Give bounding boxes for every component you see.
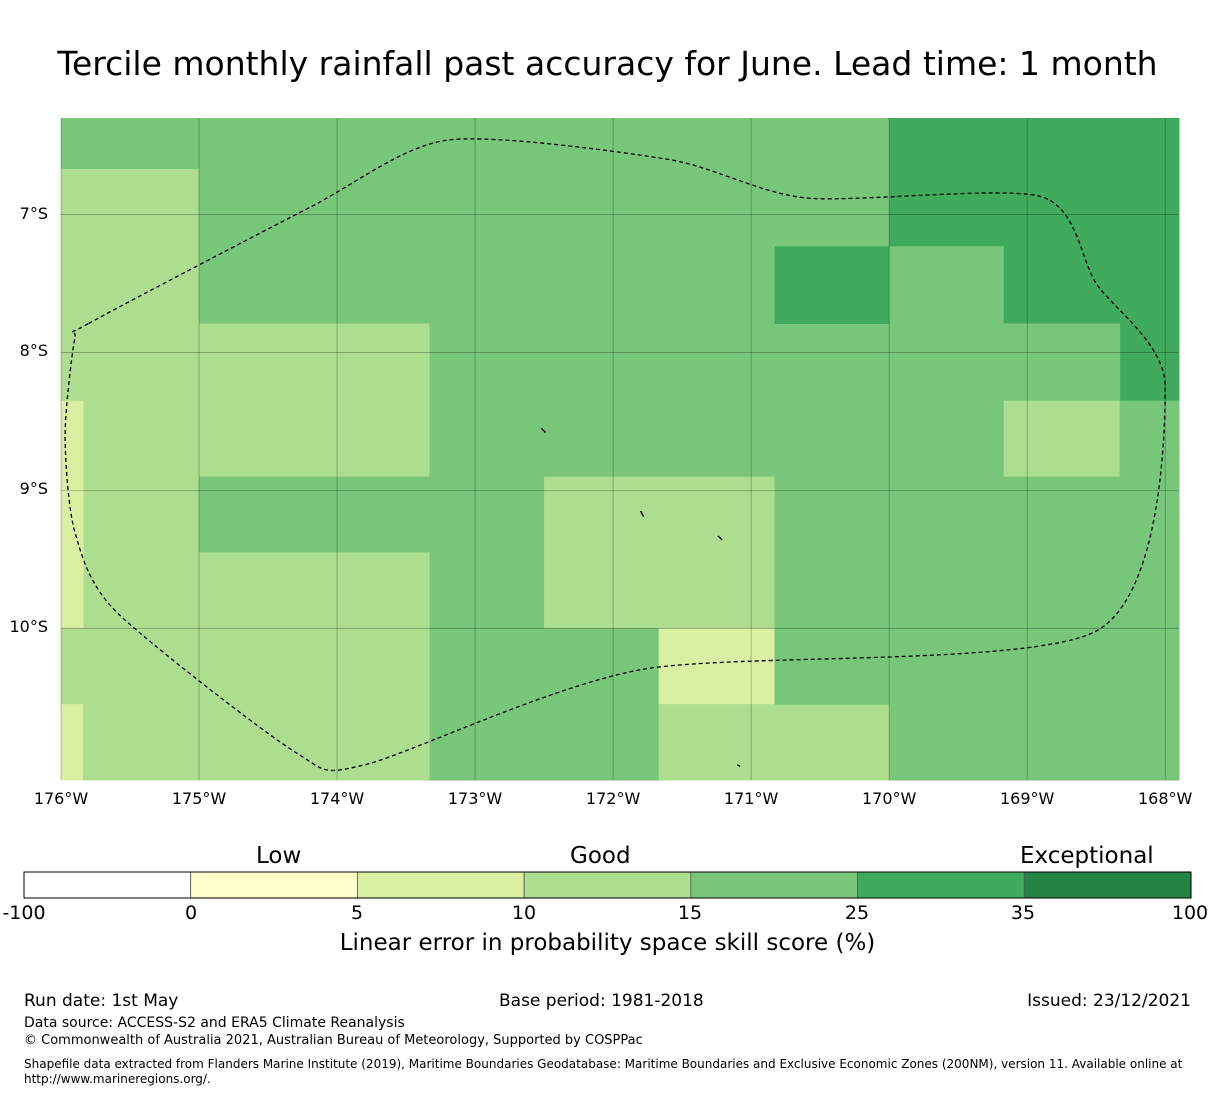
lat-label: 7°S [19, 203, 48, 223]
colorbar-tick-label: 10 [511, 902, 537, 924]
data-source: Data source: ACCESS-S2 and ERA5 Climate … [24, 1015, 405, 1031]
skill-cell [774, 246, 890, 324]
colorbar-segment [857, 871, 1025, 899]
skill-cell [199, 476, 545, 553]
skill-cell [199, 323, 431, 478]
base-period: Base period: 1981-2018 [499, 991, 704, 1011]
colorbar-segment [690, 871, 858, 899]
colorbar-tick-label: 0 [184, 902, 198, 924]
colorbar-title: Linear error in probability space skill … [339, 930, 876, 956]
skill-cell [1003, 246, 1121, 324]
copyright: © Commonwealth of Australia 2021, Austra… [24, 1033, 643, 1048]
skill-cell [889, 400, 1005, 478]
skill-cell [544, 476, 776, 629]
island-outline [717, 535, 723, 541]
issued-date: Issued: 23/12/2021 [1027, 991, 1191, 1011]
category-good-label: Good [570, 843, 631, 869]
skill-cell [889, 323, 1121, 402]
skill-cell [889, 246, 1005, 324]
shapefile-url: http://www.marineregions.org/. [24, 1072, 211, 1086]
skill-cell [61, 118, 200, 170]
lon-label: 171°W [723, 789, 779, 808]
colorbar-segment [523, 871, 692, 899]
eez-boundary-line [64, 138, 1166, 772]
colorbar-tick-label: 100 [1171, 902, 1209, 924]
colorbar-segment [190, 871, 358, 899]
lat-label: 9°S [19, 479, 48, 499]
eez-boundary [64, 138, 1166, 772]
skill-cells [61, 118, 1180, 781]
skill-cell [544, 628, 660, 781]
colorbar-tick-label: -100 [2, 902, 46, 924]
skill-cell [889, 476, 1180, 781]
run-date: Run date: 1st May [24, 991, 179, 1011]
page-title: Tercile monthly rainfall past accuracy f… [57, 44, 1158, 83]
lon-label: 176°W [33, 789, 89, 808]
skill-cell [1119, 118, 1180, 402]
shapefile-credit: Shapefile data extracted from Flanders M… [24, 1057, 1183, 1071]
island-outline [540, 427, 546, 433]
skill-cell [889, 118, 1121, 247]
colorbar-tick-label: 35 [1010, 902, 1036, 924]
island-outline [737, 764, 741, 767]
lon-label: 172°W [585, 789, 641, 808]
colorbar-segment [1023, 871, 1192, 899]
colorbar-segment [23, 871, 192, 899]
lon-label: 169°W [999, 789, 1055, 808]
colorbar-tick-label: 25 [844, 902, 870, 924]
lon-label: 173°W [447, 789, 503, 808]
category-exceptional-label: Exceptional [1020, 843, 1154, 869]
skill-cell [61, 628, 200, 705]
skill-cell [429, 552, 545, 781]
skill-cell [658, 628, 776, 705]
lon-label: 174°W [309, 789, 365, 808]
graticule [60, 118, 1179, 780]
lat-label: 8°S [19, 341, 48, 361]
skill-cell [199, 552, 431, 781]
skill-cell [429, 323, 890, 478]
colorbar-segment [357, 871, 525, 899]
skill-cell [1119, 400, 1180, 478]
skill-cell [61, 400, 84, 629]
lon-label: 170°W [861, 789, 917, 808]
colorbar-tick-label: 5 [350, 902, 364, 924]
skill-cell [61, 704, 84, 781]
category-low-label: Low [256, 843, 302, 869]
lon-label: 168°W [1138, 789, 1193, 808]
skill-cell [658, 704, 890, 781]
colorbar-tick-label: 15 [677, 902, 703, 924]
lon-label: 175°W [171, 789, 227, 808]
skill-cell [1003, 400, 1121, 478]
skill-cell [61, 169, 200, 629]
island-outline [640, 510, 645, 517]
islands [540, 427, 741, 767]
skill-cell [199, 118, 890, 324]
skill-cell [83, 704, 200, 781]
skill-cell [774, 476, 890, 705]
colorbar-frame [23, 871, 1192, 899]
lat-label: 10°S [9, 617, 48, 637]
colorbar [23, 871, 1192, 899]
